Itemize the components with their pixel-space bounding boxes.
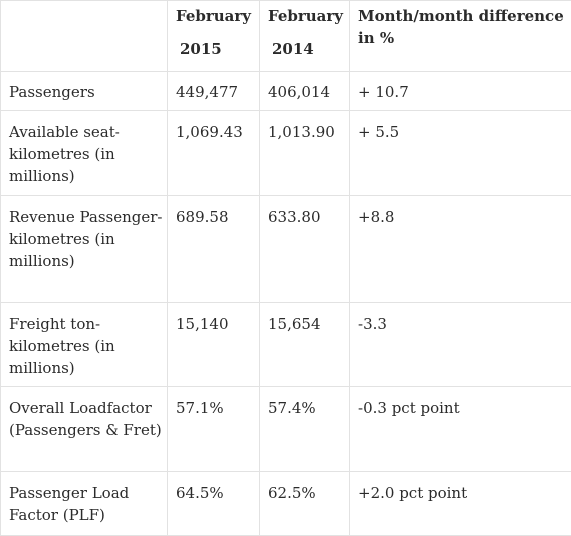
row-label: Passengers xyxy=(1,72,168,111)
header-cell-feb-2014: February 2014 xyxy=(260,1,350,72)
table-row: Passenger Load Factor (PLF) 64.5% 62.5% … xyxy=(1,472,571,536)
header-year: 2015 xyxy=(176,38,259,60)
difference-value: +2.0 pct point xyxy=(350,472,571,536)
header-month: February xyxy=(176,5,259,27)
value-2014: 406,014 xyxy=(260,72,350,111)
header-year: 2014 xyxy=(268,38,349,60)
difference-value: -0.3 pct point xyxy=(350,387,571,472)
row-label: Revenue Passenger-kilometres (in million… xyxy=(1,196,168,303)
value-2014: 57.4% xyxy=(260,387,350,472)
header-difference-line2: in % xyxy=(358,27,571,49)
value-2015: 449,477 xyxy=(168,72,260,111)
difference-value: +8.8 xyxy=(350,196,571,303)
difference-value: + 10.7 xyxy=(350,72,571,111)
header-cell-empty xyxy=(1,1,168,72)
row-label: Freight ton-kilometres (in millions) xyxy=(1,303,168,387)
value-2015: 689.58 xyxy=(168,196,260,303)
value-2014: 633.80 xyxy=(260,196,350,303)
row-label: Available seat-kilometres (in millions) xyxy=(1,111,168,196)
table-row: Overall Loadfactor (Passengers & Fret) 5… xyxy=(1,387,571,472)
header-cell-feb-2015: February 2015 xyxy=(168,1,260,72)
value-2014: 62.5% xyxy=(260,472,350,536)
value-2014: 15,654 xyxy=(260,303,350,387)
difference-value: + 5.5 xyxy=(350,111,571,196)
header-difference-line1: Month/month difference xyxy=(358,5,571,27)
value-2014: 1,013.90 xyxy=(260,111,350,196)
row-label: Passenger Load Factor (PLF) xyxy=(1,472,168,536)
table-row: Revenue Passenger-kilometres (in million… xyxy=(1,196,571,303)
header-month: February xyxy=(268,5,349,27)
row-label: Overall Loadfactor (Passengers & Fret) xyxy=(1,387,168,472)
header-cell-difference: Month/month difference in % xyxy=(350,1,571,72)
value-2015: 64.5% xyxy=(168,472,260,536)
table-row: Passengers 449,477 406,014 + 10.7 xyxy=(1,72,571,111)
difference-value: -3.3 xyxy=(350,303,571,387)
value-2015: 57.1% xyxy=(168,387,260,472)
value-2015: 1,069.43 xyxy=(168,111,260,196)
table-row: Freight ton-kilometres (in millions) 15,… xyxy=(1,303,571,387)
table-header-row: February 2015 February 2014 Month/month … xyxy=(1,1,571,72)
table-row: Available seat-kilometres (in millions) … xyxy=(1,111,571,196)
value-2015: 15,140 xyxy=(168,303,260,387)
